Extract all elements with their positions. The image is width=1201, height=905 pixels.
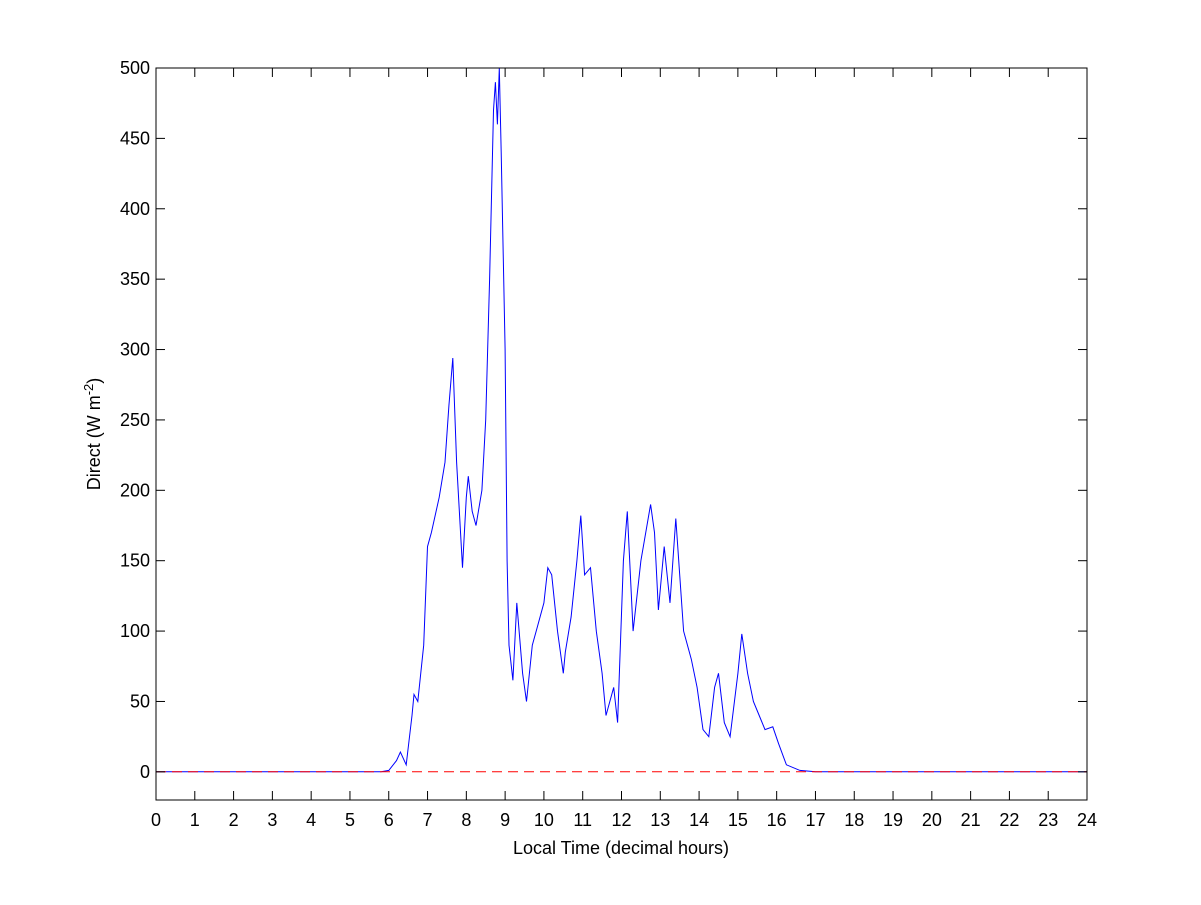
y-tick-label: 0 [140, 762, 150, 782]
x-tick-label: 0 [151, 810, 161, 830]
x-tick-label: 13 [650, 810, 670, 830]
y-tick-label: 250 [120, 410, 150, 430]
x-tick-label: 12 [611, 810, 631, 830]
x-tick-label: 5 [345, 810, 355, 830]
y-axis-label: Direct (W m-2) [81, 378, 104, 491]
x-tick-label: 23 [1038, 810, 1058, 830]
x-tick-label: 20 [922, 810, 942, 830]
x-tick-label: 6 [384, 810, 394, 830]
y-tick-label: 150 [120, 551, 150, 571]
x-tick-label: 8 [461, 810, 471, 830]
y-tick-label: 50 [130, 691, 150, 711]
plot-frame [155, 67, 1088, 801]
y-tick-label: 300 [120, 340, 150, 360]
x-tick-label: 9 [500, 810, 510, 830]
x-tick-label: 24 [1077, 810, 1097, 830]
x-tick-label: 7 [423, 810, 433, 830]
x-tick-label: 22 [999, 810, 1019, 830]
x-tick-label: 16 [767, 810, 787, 830]
x-tick-label: 15 [728, 810, 748, 830]
direct-irradiance-line [156, 67, 1087, 773]
x-tick-label: 14 [689, 810, 709, 830]
x-tick-label: 21 [961, 810, 981, 830]
y-tick-label: 200 [120, 480, 150, 500]
x-tick-label: 1 [190, 810, 200, 830]
y-tick-label: 500 [120, 58, 150, 78]
x-tick-label: 4 [306, 810, 316, 830]
x-tick-label: 2 [229, 810, 239, 830]
x-tick-label: 18 [844, 810, 864, 830]
x-tick-label: 3 [267, 810, 277, 830]
x-tick-label: 19 [883, 810, 903, 830]
y-tick-label: 400 [120, 199, 150, 219]
x-tick-label: 17 [805, 810, 825, 830]
y-tick-label: 450 [120, 128, 150, 148]
y-tick-label: 350 [120, 269, 150, 289]
y-tick-label: 100 [120, 621, 150, 641]
x-tick-label: 10 [534, 810, 554, 830]
x-tick-label: 11 [573, 810, 592, 830]
x-axis-label: Local Time (decimal hours) [513, 838, 729, 858]
